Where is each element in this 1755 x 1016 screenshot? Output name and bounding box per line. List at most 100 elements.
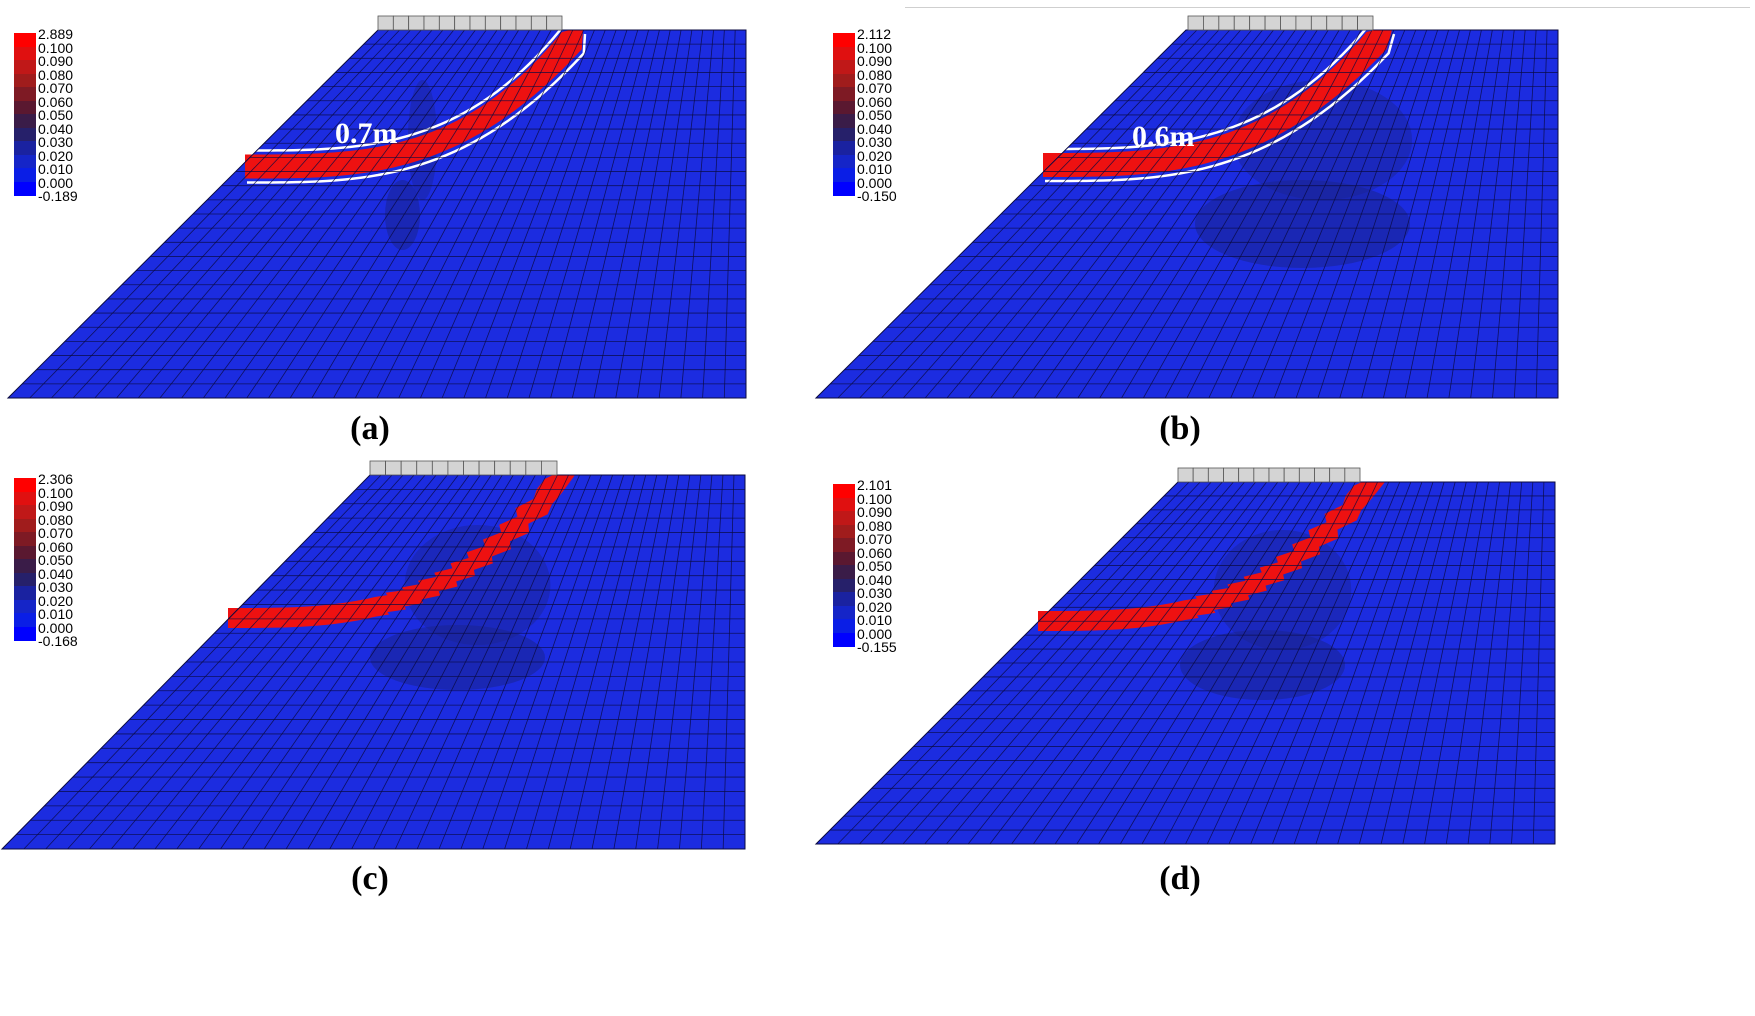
- mesh-col: [482, 474, 614, 850]
- legend-label: 0.050: [38, 552, 74, 568]
- legend-entry: 0.060: [833, 546, 943, 566]
- mesh-col: [441, 29, 595, 399]
- legend-label: -0.155: [857, 639, 897, 655]
- legend-entry: 0.050: [14, 108, 124, 128]
- legend-entry: 0.050: [833, 559, 943, 579]
- mesh-col: [837, 29, 1198, 399]
- mesh-col: [285, 474, 514, 850]
- legend-swatch: [14, 73, 36, 88]
- legend-swatch: [833, 484, 855, 498]
- legend-label: 0.080: [38, 66, 74, 83]
- legend-swatch: [833, 181, 855, 196]
- legend-entry: 0.030: [833, 586, 943, 606]
- legend-label: -0.150: [857, 188, 897, 204]
- caption-c: (c): [351, 860, 389, 897]
- legend-swatch: [833, 632, 855, 647]
- mesh-col: [246, 29, 498, 399]
- mesh-col: [1424, 481, 1489, 845]
- mesh-col: [723, 29, 736, 399]
- mesh-col: [1033, 29, 1296, 399]
- footing-block: [1344, 467, 1361, 483]
- legend-swatch: [833, 538, 855, 552]
- legend-swatch: [14, 100, 36, 115]
- legend-entry: 0.060: [14, 93, 124, 115]
- mesh-col: [702, 29, 725, 399]
- legend-swatch: [14, 46, 36, 61]
- legend-swatch: [833, 168, 855, 182]
- mesh-col: [1252, 29, 1406, 399]
- legend-label: 0.050: [857, 107, 893, 123]
- stress-zone: [385, 180, 420, 250]
- mesh-col: [89, 474, 415, 850]
- stress-zone: [1195, 180, 1410, 268]
- legend-entry: 0.010: [14, 606, 124, 627]
- mesh-col: [159, 29, 455, 399]
- legend-entry: 0.070: [833, 532, 943, 552]
- mesh-col: [657, 474, 702, 850]
- legend-swatch: [14, 478, 36, 492]
- legend-label: 0.040: [38, 565, 74, 582]
- mesh-col: [1033, 481, 1290, 845]
- mesh-col: [680, 29, 714, 399]
- legend-entry: 0.100: [833, 41, 943, 61]
- legend-label: 0.060: [38, 93, 74, 110]
- legend-entry: 0.080: [14, 66, 124, 88]
- mesh-col: [679, 474, 713, 850]
- legend-label: 0.010: [857, 161, 893, 177]
- legend-swatch: [833, 60, 855, 74]
- legend-swatch: [833, 87, 855, 101]
- legend-entry: 0.040: [14, 122, 124, 142]
- mesh-col: [460, 474, 602, 850]
- mesh-col: [526, 474, 636, 850]
- mesh-col: [1076, 481, 1312, 845]
- mesh-col: [1186, 29, 1373, 399]
- band-outline-lower: [1044, 33, 1396, 183]
- legend-entry: 2.112: [833, 27, 943, 47]
- legend-swatch: [14, 491, 36, 506]
- legend-entry: 0.050: [833, 107, 943, 128]
- slope-outline: [814, 29, 1559, 399]
- top-rule: [905, 7, 1750, 8]
- legend-swatch: [833, 551, 855, 566]
- mesh-col: [635, 474, 691, 850]
- mesh-col: [154, 474, 448, 850]
- legend-entry: 0.010: [833, 161, 943, 182]
- mesh-col: [311, 29, 530, 399]
- legend-entry: 0.030: [833, 135, 943, 155]
- mesh-col: [1012, 29, 1285, 399]
- legend-label: -0.168: [38, 633, 78, 649]
- legend-label: 0.010: [857, 612, 893, 628]
- legend-swatch: [833, 565, 855, 579]
- mesh-col: [1230, 29, 1395, 399]
- mesh-col: [373, 474, 558, 850]
- legend-label: 0.060: [38, 538, 74, 555]
- mesh-col: [333, 29, 541, 399]
- contour-plot-c: [0, 460, 746, 850]
- legend-label: 0.010: [38, 606, 74, 622]
- mesh-col: [880, 481, 1212, 845]
- legend-entry: 0.090: [14, 54, 124, 74]
- mesh-col: [837, 481, 1190, 845]
- legend-label: 0.040: [857, 571, 893, 588]
- mesh-col: [859, 29, 1209, 399]
- mesh-col: [1339, 29, 1449, 399]
- mesh-col: [613, 474, 680, 850]
- legend-swatch: [14, 114, 36, 128]
- stress-zone: [370, 625, 545, 690]
- legend-label: 0.010: [38, 161, 74, 177]
- mesh-col: [550, 29, 649, 399]
- caption-b: (b): [1159, 410, 1201, 447]
- mesh-col: [1404, 29, 1482, 399]
- legend-label: 0.000: [38, 174, 74, 191]
- legend-label: 0.100: [857, 490, 893, 507]
- slope-outline: [0, 474, 746, 850]
- legend-swatch: [14, 572, 36, 587]
- legend-label: 0.100: [38, 484, 74, 501]
- mesh-col: [1535, 29, 1548, 399]
- mesh-col: [504, 474, 625, 850]
- stress-zone: [1180, 630, 1345, 700]
- legend-label: 0.060: [857, 93, 893, 110]
- legend-entry: 0.030: [14, 135, 124, 155]
- mesh-col: [902, 481, 1223, 845]
